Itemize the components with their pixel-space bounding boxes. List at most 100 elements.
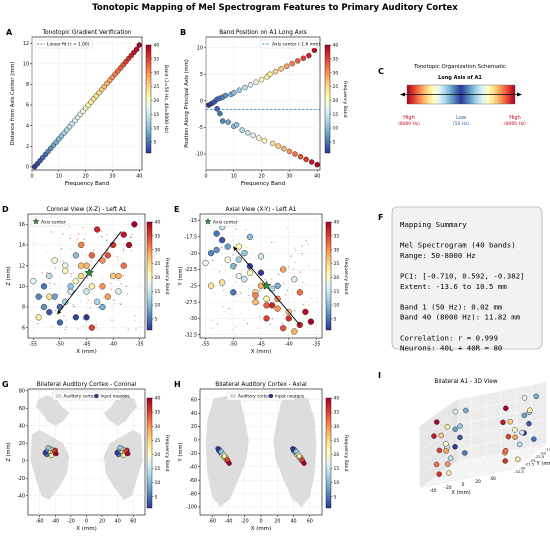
data-point (291, 276, 298, 283)
panel-title: Band Position on A1 Long Axis (219, 30, 307, 36)
grid-dot (125, 285, 128, 287)
grid-dot (42, 295, 44, 297)
schematic-center-freq: (50 Hz) (453, 121, 469, 127)
grid-dot (51, 254, 54, 256)
grid-dot (298, 254, 300, 256)
data-point (46, 309, 53, 316)
data-point (48, 452, 54, 459)
y-tick-label: 6 (22, 325, 25, 331)
x-tick-label: 30 (286, 174, 292, 180)
data-point (300, 55, 307, 62)
data-point (221, 453, 227, 459)
schematic-right-freq: (8000 Hz) (504, 121, 526, 127)
legend-box (34, 39, 94, 49)
schematic-left-freq: (8000 Hz) (398, 121, 420, 127)
data-point (285, 315, 292, 322)
colorbar-tick-label: 35 (334, 410, 340, 416)
grid-dot (108, 276, 111, 278)
y-tick-label: -22.5 (185, 267, 197, 273)
panel-F: F Mapping Summary Mel Spectrogram (40 band… (378, 206, 543, 353)
grid-dot (302, 304, 304, 306)
y-tick-label: 20 (19, 441, 25, 447)
legend-star (204, 217, 212, 225)
colorbar-tick-label: 10 (155, 303, 161, 309)
grid-dot (54, 267, 56, 269)
grid-line (419, 406, 547, 452)
colorbar-gradient (146, 221, 153, 331)
colorbar-label: Band (1=50 Hz, 40=8000 Hz) (163, 65, 169, 134)
grid-dot (106, 318, 109, 320)
panel-letter: D (2, 205, 9, 214)
colorbar-gradient (146, 397, 153, 509)
data-point (239, 127, 245, 133)
grid-dot (68, 234, 70, 236)
data-point (72, 278, 79, 285)
x-tick-label: 0 (30, 174, 33, 180)
grid-dot (129, 238, 131, 241)
data-point (219, 279, 226, 286)
grid-dot (301, 252, 303, 255)
grid-dot (227, 226, 230, 228)
grid-dot (231, 253, 233, 256)
grid-dot (64, 294, 66, 296)
colorbar-tick-label: 35 (334, 233, 340, 239)
panel-A: 0 10 20 30 40 0 2 4 6 8 10 12 A Tonotopic Gradient Ve… (6, 28, 169, 187)
data-point (104, 252, 111, 259)
data-point (252, 298, 259, 306)
grid-dot (40, 321, 43, 323)
data-point (72, 252, 79, 259)
y-tick-label: 10 (19, 284, 25, 290)
data-point (503, 405, 509, 412)
grid-dot (275, 304, 278, 306)
grid-dot (46, 271, 48, 274)
schematic-center-label: Low (456, 115, 466, 121)
cortex-left (205, 395, 249, 507)
grid-dot (257, 327, 259, 330)
colorbar-tick-label: 35 (155, 233, 161, 239)
panel-H: -60 -40 -20 0 20 40 60 -100 -80 -60 -40 -20 0 20 40 60 H… (174, 380, 349, 532)
colorbar-gradient (325, 397, 332, 509)
grid-dot (86, 302, 88, 305)
data-point (78, 241, 85, 249)
data-point (246, 233, 254, 240)
panel-letter: H (174, 380, 181, 389)
grid-dot (216, 323, 219, 326)
colorbar-tick-label: 25 (154, 84, 160, 90)
x-tick-label: -55 (29, 342, 37, 348)
grid-dot (301, 281, 304, 284)
grid-dot (113, 302, 116, 305)
x-tick-label: 40 (115, 519, 121, 525)
colorbar-tick-label: 15 (155, 466, 161, 472)
y-tick-label: -32.5 (514, 469, 524, 474)
data-point (280, 266, 287, 273)
grid-dot (243, 319, 246, 322)
grid-dot (269, 323, 271, 325)
data-point (83, 314, 90, 321)
data-point (214, 106, 220, 112)
data-point (519, 429, 525, 436)
data-point (94, 226, 101, 233)
x-axis-label: X (mm) (251, 349, 272, 355)
grid-dot (282, 314, 285, 316)
y-tick-label: -80 (189, 491, 197, 497)
grid-dot (286, 289, 289, 292)
x-tick-label: 20 (274, 519, 280, 525)
grid-dot (79, 300, 81, 303)
grid-dot (235, 281, 237, 283)
grid-dot (298, 280, 301, 282)
data-point (62, 262, 69, 269)
data-point (207, 250, 215, 257)
panel-B: 0 10 20 30 40 -10 -5 0 5 10 B Band Position on A1 L… (180, 28, 348, 187)
data-point (115, 288, 122, 295)
grid-dot (289, 226, 291, 228)
data-point (224, 243, 231, 250)
y-tick-label: 20 (191, 424, 197, 430)
colorbar-gradient (145, 44, 152, 154)
data-point (99, 283, 106, 290)
grid-dot (274, 328, 277, 330)
data-point (296, 453, 302, 459)
grid-dot (302, 284, 304, 286)
grid-dot (95, 320, 98, 323)
grid-dot (258, 302, 260, 305)
data-point (457, 434, 463, 441)
